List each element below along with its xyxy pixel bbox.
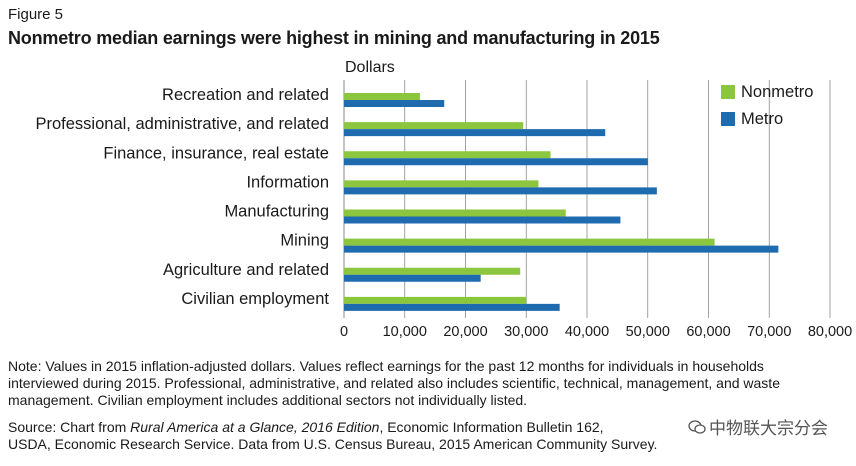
bar-nonmetro [344, 209, 566, 217]
category-label: Civilian employment [181, 290, 329, 308]
category-label: Recreation and related [162, 86, 329, 104]
legend-swatch [721, 85, 735, 99]
bar-metro [344, 187, 657, 195]
bar-nonmetro [344, 122, 524, 130]
bar-nonmetro [344, 151, 551, 159]
legend-label: Metro [741, 110, 783, 128]
category-label: Finance, insurance, real estate [103, 144, 329, 162]
watermark-text: 中物联大宗分会 [709, 419, 828, 438]
x-tick-label: 50,000 [626, 324, 670, 340]
bar-nonmetro [344, 267, 521, 275]
y-axis-label: Dollars [345, 59, 395, 76]
wechat-icon [688, 419, 706, 434]
source-middle: , Economic Information Bulletin 162, [379, 419, 604, 435]
category-label: Agriculture and related [163, 261, 329, 279]
bar-nonmetro [344, 238, 715, 246]
bar-metro [344, 274, 481, 282]
x-tick-label: 40,000 [565, 324, 609, 340]
legend-swatch [721, 112, 735, 126]
x-tick-label: 80,000 [808, 324, 852, 340]
chart-source: Source: Chart from Rural America at a Gl… [8, 419, 838, 453]
x-tick-label: 70,000 [747, 324, 791, 340]
bar-metro [344, 129, 606, 137]
x-tick-label: 10,000 [383, 324, 427, 340]
bar-chart: Dollars 0 10,000 20,000 30,000 40,000 50,000 60… [36, 59, 853, 340]
x-tick-label: 60,000 [686, 324, 730, 340]
x-tick-label: 20,000 [443, 324, 487, 340]
bar-metro [344, 216, 621, 224]
bar-metro [344, 100, 445, 107]
chart-note: Note: Values in 2015 inflation-adjusted … [8, 358, 780, 408]
chart-title: Nonmetro median earnings were highest in… [8, 28, 660, 48]
source-prefix: Source: Chart from [8, 419, 131, 435]
figure-label: Figure 5 [8, 6, 64, 23]
source-rest: USDA, Economic Research Service. Data fr… [8, 436, 658, 452]
bar-metro [344, 158, 648, 166]
source-publication: Rural America at a Glance, 2016 Edition [130, 419, 380, 435]
x-tick-label: 0 [340, 324, 348, 340]
bar-metro [344, 303, 560, 311]
category-label: Professional, administrative, and relate… [36, 115, 330, 133]
bar-metro [344, 245, 779, 253]
bar-nonmetro [344, 93, 420, 100]
watermark: 中物联大宗分会 [686, 414, 830, 439]
bar-nonmetro [344, 296, 527, 304]
category-label: Manufacturing [224, 203, 329, 221]
x-tick-label: 30,000 [504, 324, 548, 340]
legend-label: Nonmetro [741, 83, 813, 101]
bar-nonmetro [344, 180, 539, 188]
category-label: Information [246, 173, 329, 191]
category-label: Mining [280, 232, 329, 250]
